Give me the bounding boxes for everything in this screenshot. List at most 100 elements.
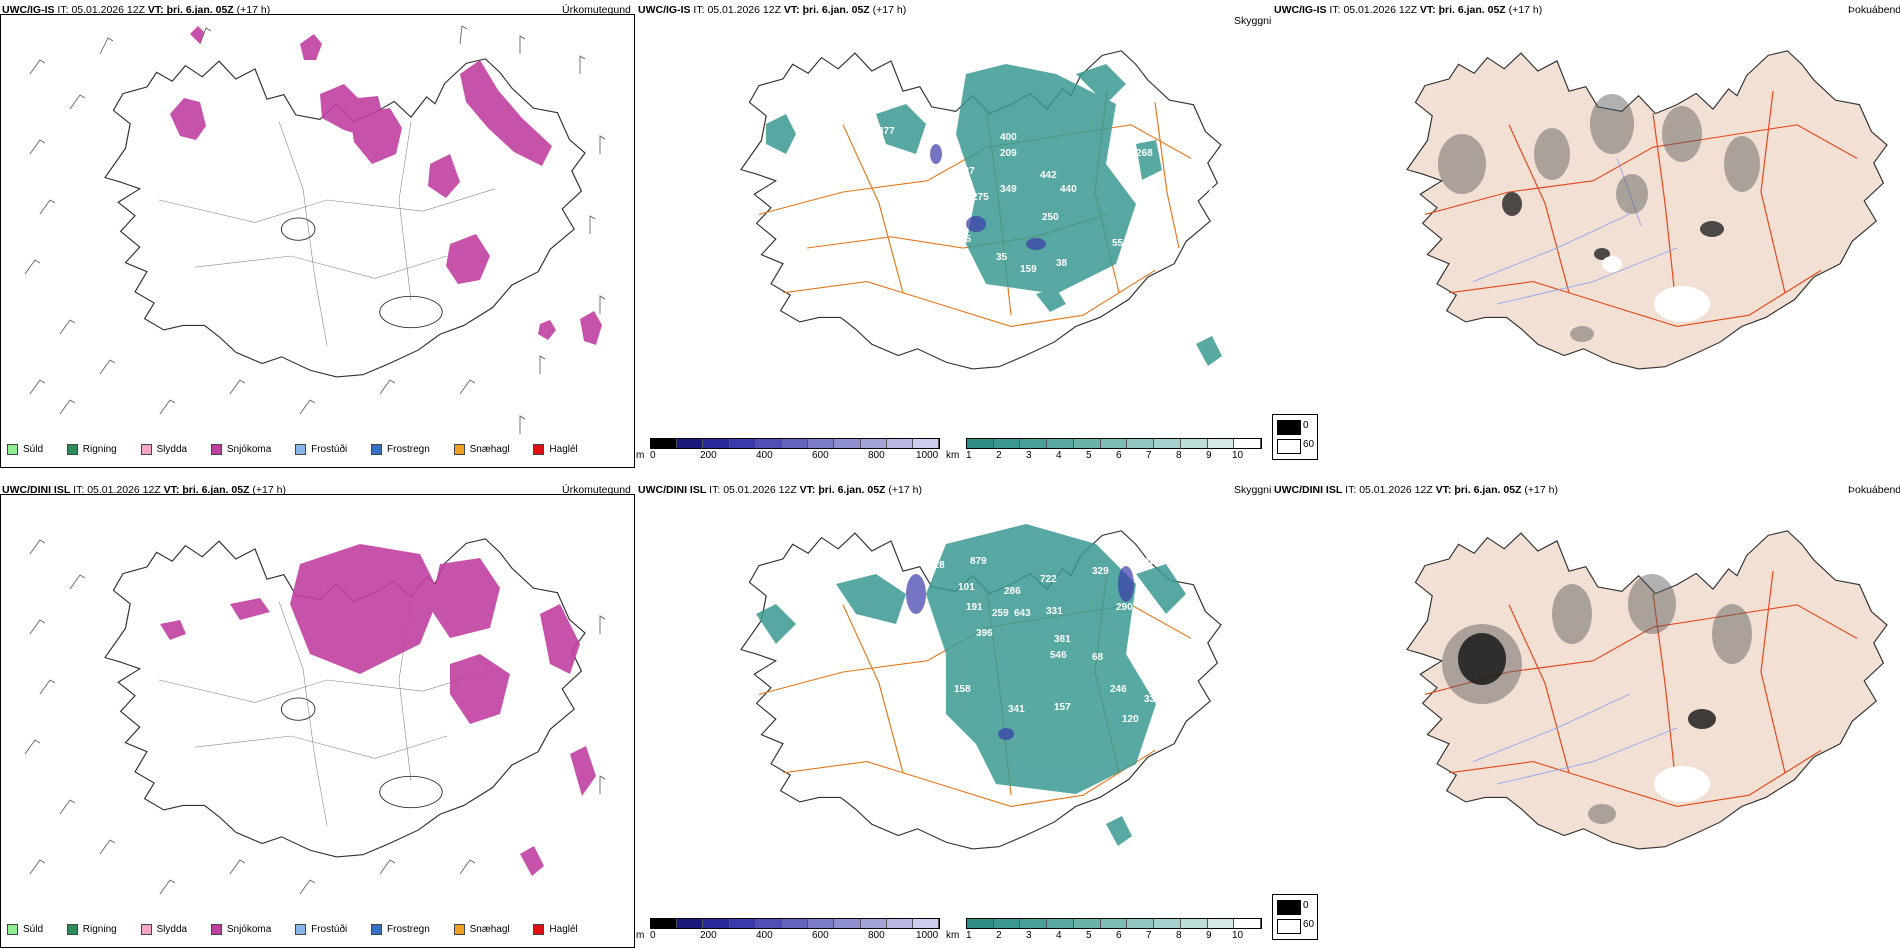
low-visibility-areas — [766, 64, 1222, 366]
fog-shading — [1438, 94, 1760, 342]
peak-label: 584 — [1176, 176, 1193, 187]
precip-legend: Súld Rigning Slydda Snjókoma Frostúði Fr… — [0, 444, 592, 462]
fog-legend-swatch — [1277, 919, 1301, 934]
visibility-peak-labels: 877 374 400 209 237 442 440 349 275 521 … — [796, 108, 1213, 289]
legend-item: Frostúði — [288, 924, 347, 935]
color-step — [912, 919, 940, 928]
visibility-panel: UWC/DINI ISL IT: 05.01.2026 12Z VT: þri.… — [636, 480, 1272, 950]
peak-label: 286 — [1004, 586, 1021, 597]
visibility-panel: UWC/IG-IS IT: 05.01.2026 12Z VT: þri. 6.… — [636, 0, 1272, 470]
fog-legend-swatch — [1277, 420, 1301, 435]
precip-map — [24, 25, 606, 434]
color-step — [755, 439, 782, 448]
height-color-ramp — [650, 918, 940, 929]
peak-label: 722 — [1040, 574, 1057, 585]
peak-label: 35 — [960, 234, 972, 245]
peak-label: 42 — [1144, 556, 1156, 567]
peak-label: 250 — [1042, 212, 1059, 223]
color-step — [993, 439, 1021, 448]
fog-legend-swatch — [1277, 439, 1301, 454]
color-step — [1047, 439, 1074, 448]
precip-type-panel: UWC/IG-IS IT: 05.01.2026 12Z VT: þri. 6.… — [0, 0, 636, 470]
legend-item: Slydda — [134, 444, 187, 455]
precip-legend: Súld Rigning Slydda Snjókoma Frostúði Fr… — [0, 924, 592, 942]
peak-label: 442 — [1040, 170, 1057, 181]
peak-label: 521 — [1126, 108, 1143, 119]
color-step — [993, 919, 1021, 928]
fog-legend-swatch — [1277, 900, 1301, 915]
peak-label: 268 — [1136, 148, 1153, 159]
color-step — [1127, 439, 1155, 448]
legend-item: Frostregn — [364, 924, 430, 935]
color-step — [886, 439, 913, 448]
peak-label: 341 — [1008, 704, 1025, 715]
color-step — [1207, 919, 1235, 928]
peak-label: 68 — [1092, 652, 1104, 663]
height-colorbar: m 0 200 400 600 800 1000 — [636, 918, 940, 943]
color-step — [677, 919, 704, 928]
color-step — [1154, 919, 1181, 928]
color-step — [1100, 439, 1128, 448]
legend-item: Súld — [0, 444, 43, 455]
color-step — [1180, 919, 1208, 928]
peak-label: 381 — [1054, 634, 1071, 645]
color-step — [808, 439, 835, 448]
peak-label: 120 — [1122, 714, 1139, 725]
peak-label: 303 — [1162, 666, 1179, 677]
color-step — [1100, 919, 1128, 928]
color-step — [808, 919, 835, 928]
forecast-row-top: UWC/IG-IS IT: 05.01.2026 12Z VT: þri. 6.… — [0, 0, 1900, 470]
color-step — [1020, 439, 1048, 448]
color-step — [1180, 439, 1208, 448]
peak-label: 546 — [1050, 650, 1067, 661]
panel-header: UWC/DINI ISL IT: 05.01.2026 12Z VT: þri.… — [2, 484, 286, 496]
panel-title: Skyggni — [1234, 484, 1272, 496]
color-step — [1073, 919, 1101, 928]
peak-label: 440 — [1060, 184, 1077, 195]
height-color-ramp — [650, 438, 940, 449]
color-step — [1020, 919, 1048, 928]
color-step — [1207, 439, 1235, 448]
color-step — [781, 919, 809, 928]
fog-map — [1406, 530, 1888, 850]
panel-title: Skyggni — [1234, 15, 1272, 27]
peak-label: 551 — [1112, 238, 1129, 249]
panel-header: UWC/IG-IS IT: 05.01.2026 12Z VT: þri. 6.… — [638, 4, 907, 16]
color-step — [703, 439, 730, 448]
snowfall-areas — [170, 26, 602, 345]
km-colorbar: km 1 2 3 4 5 6 7 8 9 10 — [946, 918, 1262, 943]
panel-title: Þokuábendi — [1848, 4, 1900, 16]
color-step — [755, 919, 782, 928]
color-step — [860, 439, 887, 448]
color-step — [886, 919, 913, 928]
peak-label: 328 — [928, 560, 945, 571]
color-step — [1073, 439, 1101, 448]
visibility-map: 877 374 400 209 237 442 440 349 275 521 … — [740, 50, 1222, 370]
panel-header: UWC/IG-IS IT: 05.01.2026 12Z VT: þri. 6.… — [1274, 4, 1543, 16]
peak-label: 433 — [1100, 278, 1117, 289]
legend-item: Rigning — [60, 924, 117, 935]
fog-map — [1406, 50, 1888, 370]
peak-label: 374 — [796, 154, 813, 165]
legend-item: Rigning — [60, 444, 117, 455]
peak-label: 277 — [1196, 186, 1213, 197]
precip-type-panel: UWC/DINI ISL IT: 05.01.2026 12Z VT: þri.… — [0, 480, 636, 950]
km-color-ramp — [966, 918, 1262, 929]
color-step — [781, 439, 809, 448]
panel-header: UWC/DINI ISL IT: 05.01.2026 12Z VT: þri.… — [638, 484, 922, 496]
peak-label: 329 — [1092, 566, 1109, 577]
peak-label: 159 — [1020, 264, 1037, 275]
color-step — [1234, 439, 1262, 448]
color-step — [1234, 919, 1262, 928]
peak-label: 209 — [1000, 148, 1017, 159]
color-step — [703, 919, 730, 928]
fog-panel: UWC/IG-IS IT: 05.01.2026 12Z VT: þri. 6.… — [1272, 0, 1900, 470]
peak-label: 158 — [954, 684, 971, 695]
peak-label: 879 — [970, 556, 987, 567]
color-step — [1047, 919, 1074, 928]
height-colorbar: m 0 200 400 600 800 1000 — [636, 438, 940, 463]
panel-title: Úrkomutegund — [562, 484, 631, 496]
color-step — [677, 439, 704, 448]
legend-item: Slydda — [134, 924, 187, 935]
peak-label: 157 — [1054, 702, 1071, 713]
